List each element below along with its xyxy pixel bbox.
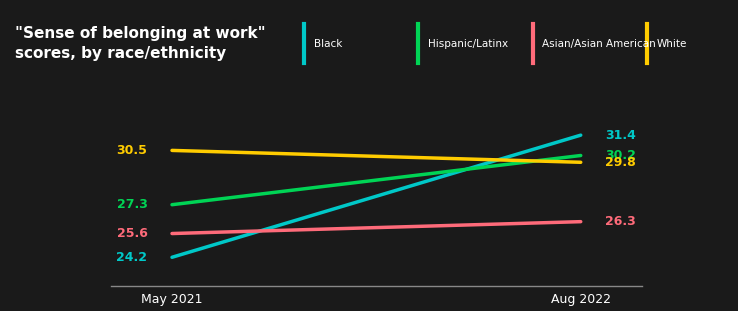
Text: "Sense of belonging at work"
scores, by race/ethnicity: "Sense of belonging at work" scores, by … [15, 26, 266, 61]
Text: 27.3: 27.3 [117, 198, 148, 211]
Text: White: White [657, 39, 687, 49]
Text: 24.2: 24.2 [117, 251, 148, 264]
Text: Black: Black [314, 39, 342, 49]
Text: Hispanic/Latinx: Hispanic/Latinx [428, 39, 508, 49]
Text: 30.2: 30.2 [605, 149, 636, 162]
Text: Asian/Asian American: Asian/Asian American [542, 39, 656, 49]
Text: 26.3: 26.3 [605, 215, 636, 228]
Text: 30.5: 30.5 [117, 144, 148, 157]
Text: 31.4: 31.4 [605, 129, 636, 142]
Text: 25.6: 25.6 [117, 227, 148, 240]
Text: 29.8: 29.8 [605, 156, 636, 169]
